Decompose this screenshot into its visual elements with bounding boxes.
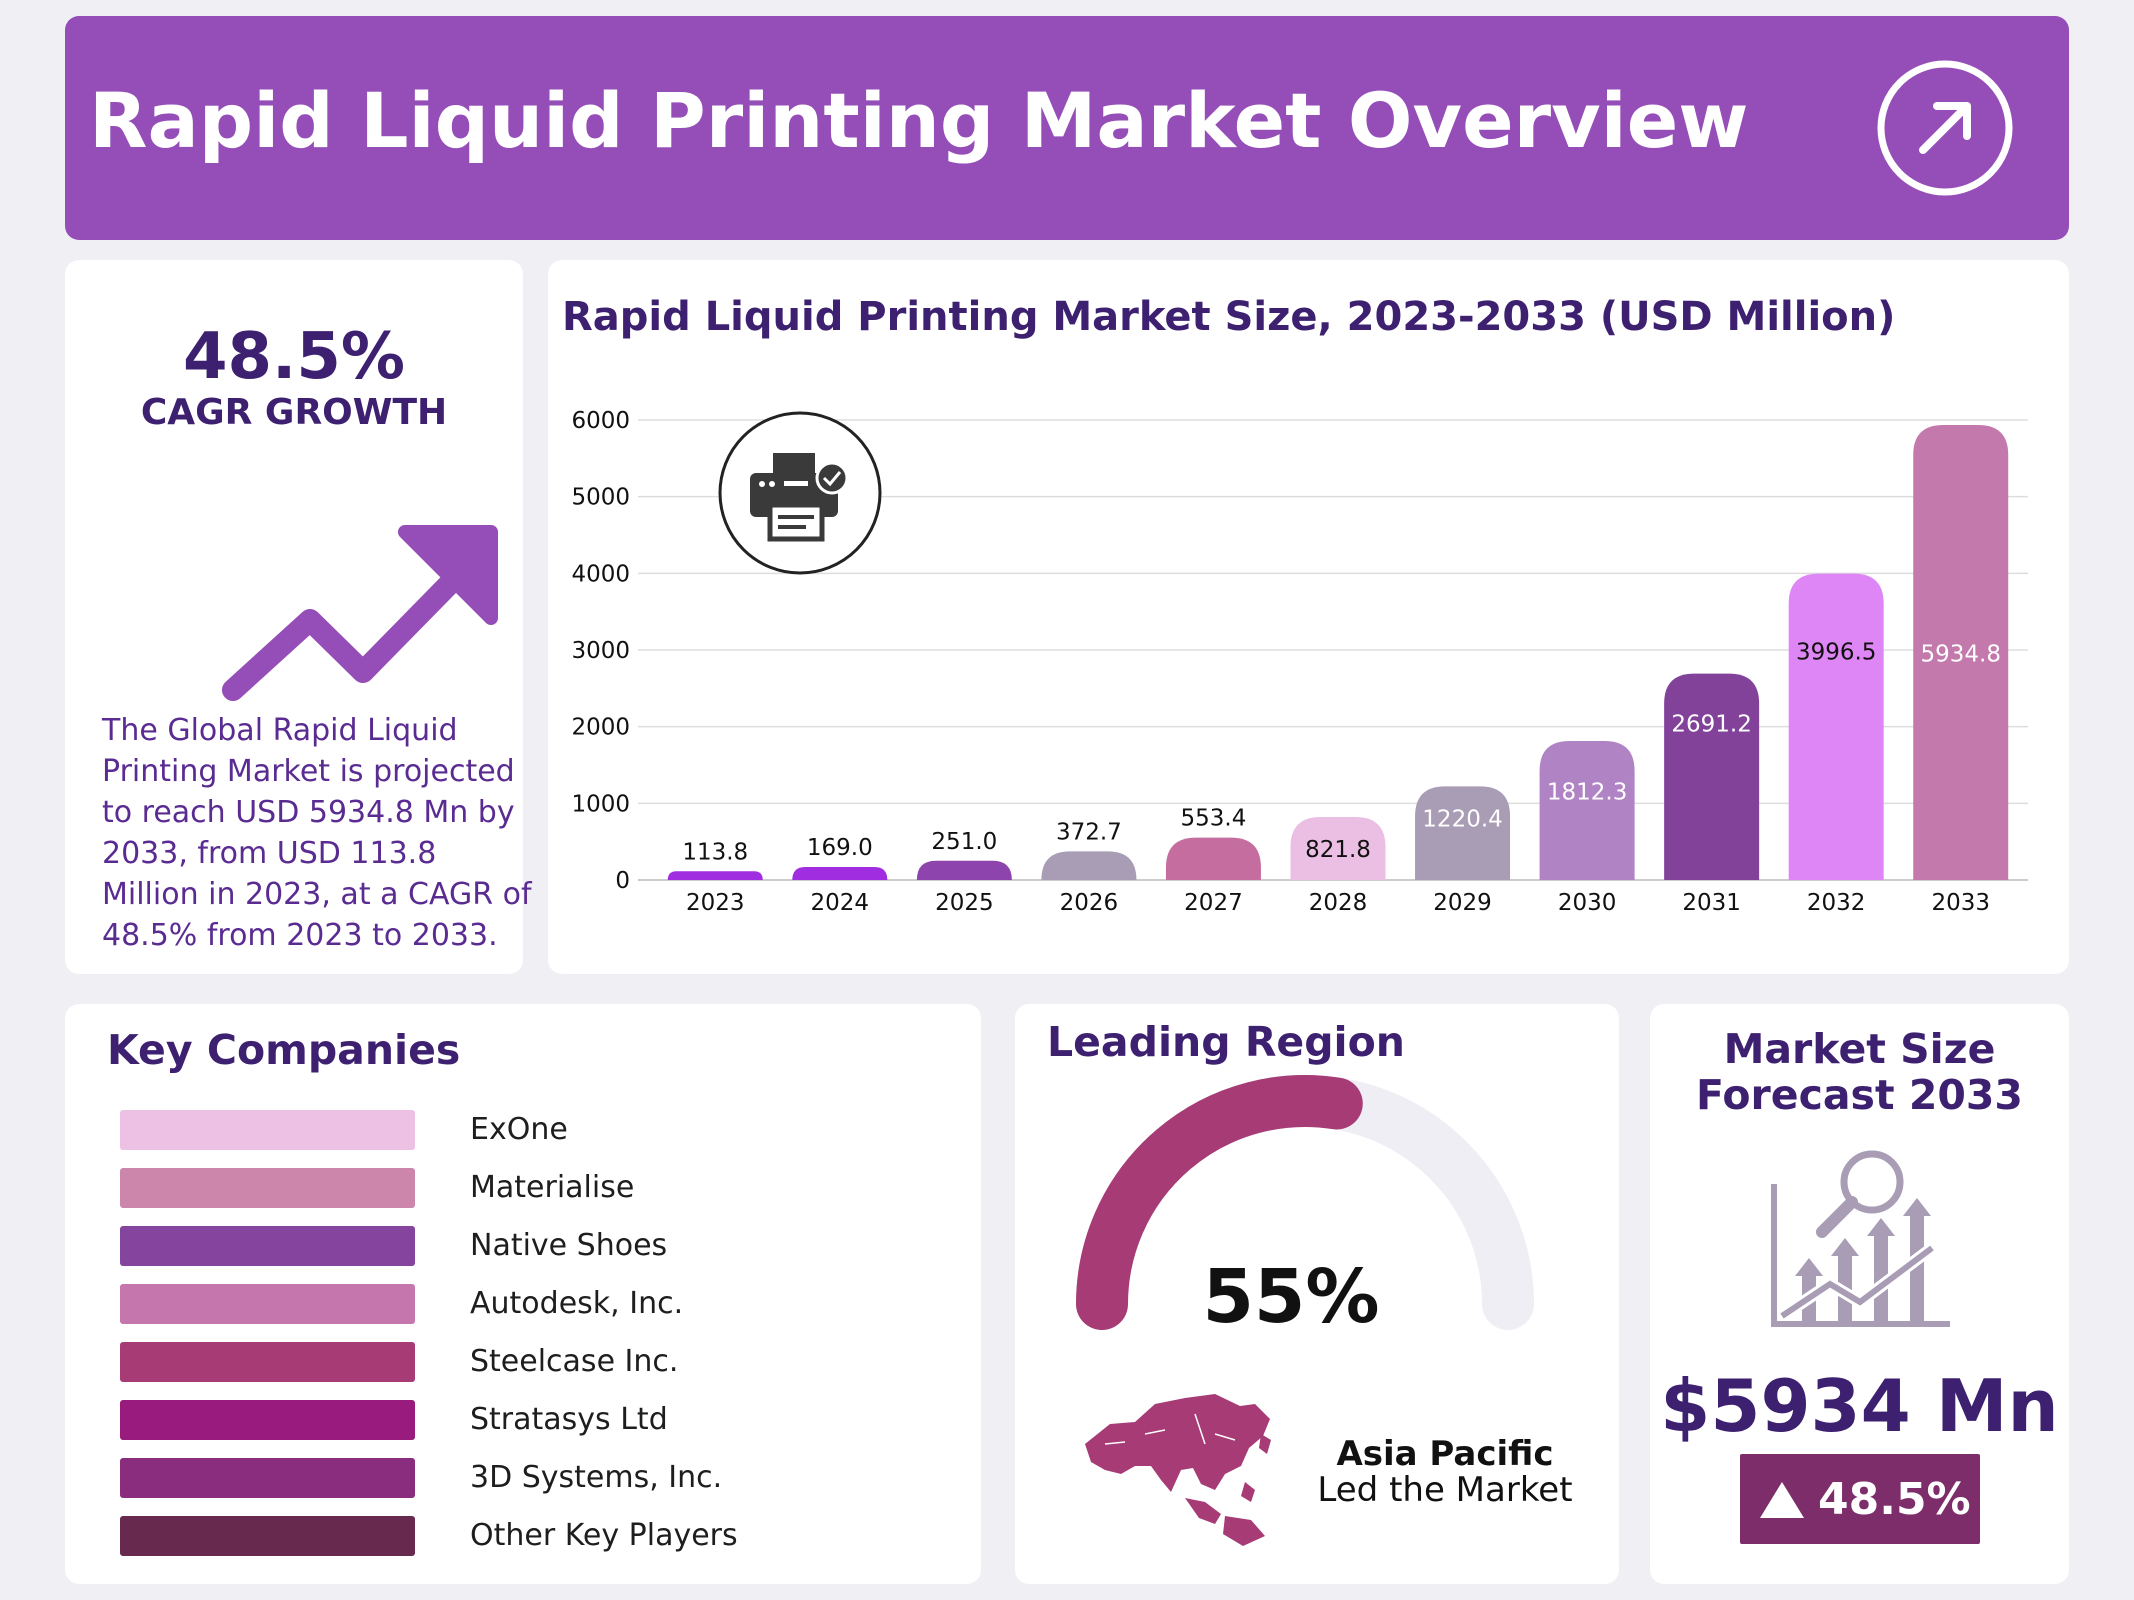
company-swatch xyxy=(120,1284,415,1324)
bar-2032 xyxy=(1788,573,1884,880)
bar-2029 xyxy=(1415,786,1511,880)
cagr-description: The Global Rapid Liquid Printing Market … xyxy=(102,713,532,953)
data-label-2031: 2691.2 xyxy=(1671,711,1751,737)
y-tick-label: 0 xyxy=(615,868,630,894)
cagr-card: 48.5% CAGR GROWTH The Global Rapid Liqui… xyxy=(65,260,532,974)
printer-icon xyxy=(718,411,882,575)
market-forecast-card: Market Size Forecast 2033 $5934 Mn 48.5% xyxy=(1650,1004,2069,1584)
y-tick-label: 1000 xyxy=(571,791,630,817)
bar-2026 xyxy=(1041,851,1137,880)
data-label-2023: 113.8 xyxy=(682,839,748,865)
company-row: 3D Systems, Inc. xyxy=(120,1458,940,1498)
leading-region-card: Leading Region 55% Asia Pacific Led the … xyxy=(1015,1004,1619,1584)
x-tick-label-2026: 2026 xyxy=(1060,890,1119,916)
x-tick-label-2023: 2023 xyxy=(686,890,745,916)
x-tick-label-2032: 2032 xyxy=(1807,890,1866,916)
bar-2027 xyxy=(1165,837,1261,880)
company-swatch xyxy=(120,1342,415,1382)
forecast-title-line2: Forecast 2033 xyxy=(1696,1071,2023,1119)
company-name: Autodesk, Inc. xyxy=(470,1286,684,1321)
y-tick-label: 5000 xyxy=(571,485,630,511)
x-tick-label-2033: 2033 xyxy=(1931,890,1990,916)
x-tick-label-2030: 2030 xyxy=(1558,890,1617,916)
page-title: Rapid Liquid Printing Market Overview xyxy=(89,76,1749,165)
x-tick-label-2028: 2028 xyxy=(1309,890,1368,916)
trend-up-arrow-icon xyxy=(222,525,498,701)
company-name: Steelcase Inc. xyxy=(470,1344,679,1379)
growth-badge: 48.5% xyxy=(1740,1454,1980,1544)
x-tick-label-2029: 2029 xyxy=(1433,890,1492,916)
region-title: Leading Region xyxy=(1047,1018,1405,1066)
data-label-2027: 553.4 xyxy=(1181,806,1247,832)
company-row: ExOne xyxy=(120,1110,940,1150)
company-swatch xyxy=(120,1516,415,1556)
x-tick-label-2027: 2027 xyxy=(1184,890,1243,916)
bar-2028 xyxy=(1290,816,1386,880)
forecast-value: $5934 Mn xyxy=(1660,1364,2059,1448)
bar-2025 xyxy=(916,860,1012,880)
market-size-chart-card: Rapid Liquid Printing Market Size, 2023-… xyxy=(548,260,2069,974)
company-row: Steelcase Inc. xyxy=(120,1342,940,1382)
x-tick-label-2031: 2031 xyxy=(1682,890,1741,916)
data-label-2028: 821.8 xyxy=(1305,837,1371,863)
bar-2030 xyxy=(1539,741,1635,880)
companies-title: Key Companies xyxy=(107,1026,461,1074)
data-label-2026: 372.7 xyxy=(1056,819,1122,845)
region-name: Asia Pacific xyxy=(1336,1434,1554,1474)
company-name: Native Shoes xyxy=(470,1228,668,1263)
data-label-2032: 3996.5 xyxy=(1796,639,1876,665)
cagr-label: CAGR GROWTH xyxy=(140,392,448,433)
company-row: Native Shoes xyxy=(120,1226,940,1266)
company-name: Stratasys Ltd xyxy=(470,1402,668,1437)
company-row: Materialise xyxy=(120,1168,940,1208)
bar-2033 xyxy=(1913,424,2009,880)
bar-2023 xyxy=(667,871,763,880)
data-label-2025: 251.0 xyxy=(931,829,997,855)
data-label-2029: 1220.4 xyxy=(1422,806,1502,832)
key-companies-card: Key Companies ExOne Materialise Native Sho… xyxy=(65,1004,981,1584)
gauge-value: 55% xyxy=(1202,1254,1380,1340)
triangle-up-icon xyxy=(1760,1482,1804,1518)
company-row: Stratasys Ltd xyxy=(120,1400,940,1440)
region-subtitle: Led the Market xyxy=(1317,1470,1573,1510)
company-row: Autodesk, Inc. xyxy=(120,1284,940,1324)
header-banner: Rapid Liquid Printing Market Overview xyxy=(65,16,2069,240)
growth-badge-text: 48.5% xyxy=(1818,1474,1971,1525)
data-label-2024: 169.0 xyxy=(807,835,873,861)
company-name: Materialise xyxy=(470,1170,635,1205)
growth-chart-magnifier-icon xyxy=(1771,1150,1950,1327)
forecast-title-line1: Market Size xyxy=(1723,1025,1996,1073)
company-swatch xyxy=(120,1400,415,1440)
company-name: ExOne xyxy=(470,1112,568,1147)
asia-pacific-map-icon xyxy=(1085,1394,1271,1546)
bar-2024 xyxy=(792,867,888,880)
y-tick-label: 2000 xyxy=(571,715,630,741)
company-row: Other Key Players xyxy=(120,1516,940,1556)
arrow-up-right-circle-icon xyxy=(1877,60,2013,196)
bar-2031 xyxy=(1664,673,1760,880)
company-swatch xyxy=(120,1110,415,1150)
company-swatch xyxy=(120,1226,415,1266)
bar-chart: 0 1000 2000 3000 4000 5000 6000 113.8 2023 169.0… xyxy=(571,408,2028,916)
y-tick-label: 6000 xyxy=(571,408,630,434)
chart-title: Rapid Liquid Printing Market Size, 2023-… xyxy=(562,294,1896,340)
y-tick-label: 4000 xyxy=(571,561,630,587)
y-tick-label: 3000 xyxy=(571,638,630,664)
data-label-2030: 1812.3 xyxy=(1547,779,1627,805)
cagr-value: 48.5% xyxy=(182,320,406,394)
company-name: Other Key Players xyxy=(470,1518,738,1553)
gauge-fill xyxy=(1076,1075,1363,1330)
company-swatch xyxy=(120,1458,415,1498)
x-tick-label-2025: 2025 xyxy=(935,890,994,916)
forecast-title: Market Size Forecast 2033 xyxy=(1650,1026,2069,1118)
x-tick-label-2024: 2024 xyxy=(811,890,870,916)
company-name: 3D Systems, Inc. xyxy=(470,1460,723,1495)
data-label-2033: 5934.8 xyxy=(1920,642,2000,668)
company-swatch xyxy=(120,1168,415,1208)
region-share-gauge xyxy=(1076,1075,1534,1330)
